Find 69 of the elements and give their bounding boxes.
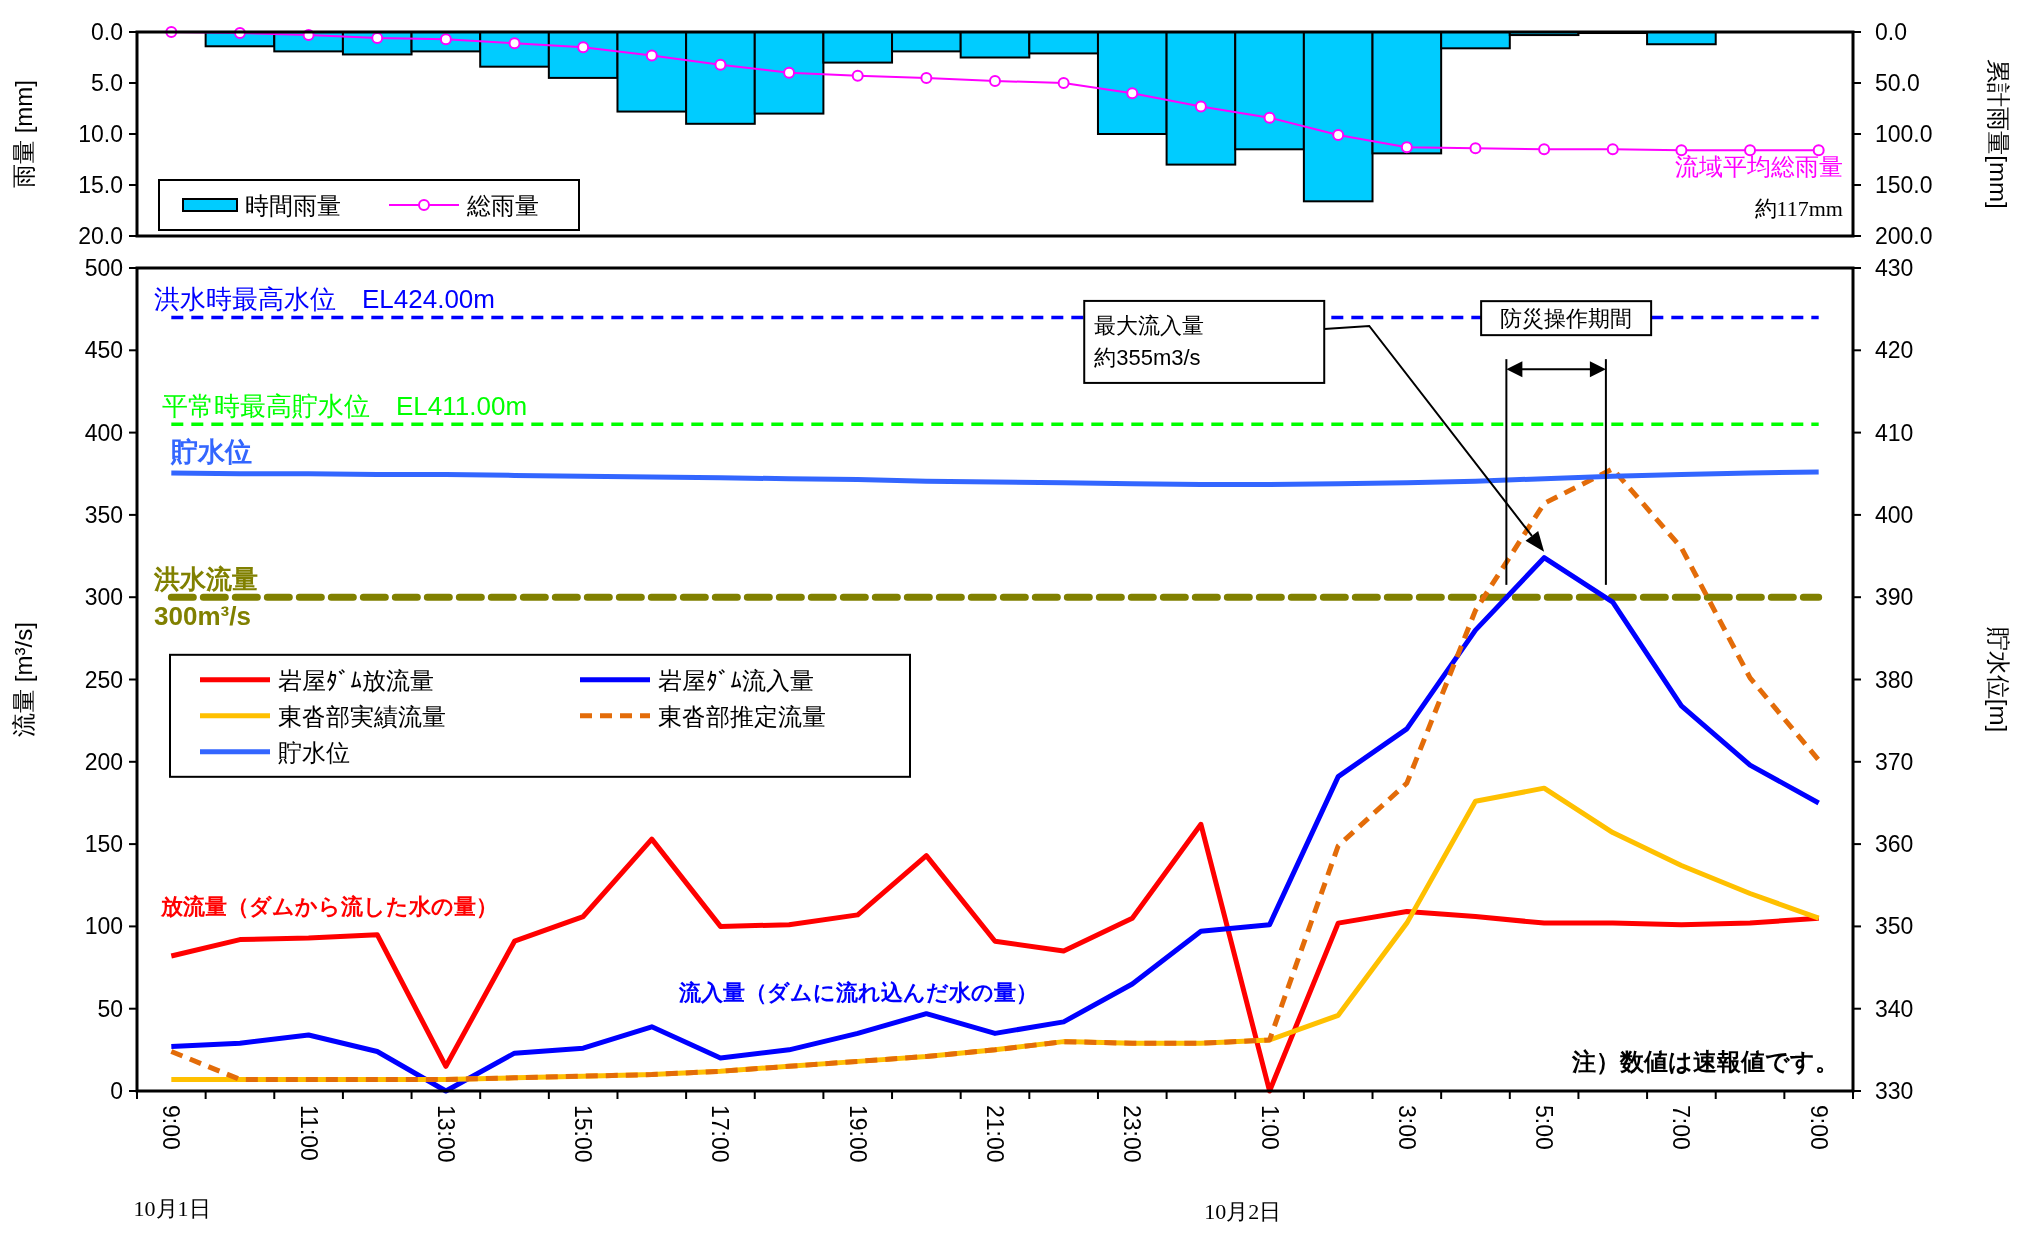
- legend-label: 東沓部実績流量: [278, 702, 446, 730]
- y2-tick-label: 360: [1875, 831, 1914, 858]
- x-tick-label: 13:00: [432, 1105, 459, 1163]
- x-tick-label: 7:00: [1668, 1105, 1695, 1150]
- x-tick-label: 9:00: [1805, 1105, 1832, 1150]
- annotation: 注）数値は速報値です。: [1571, 1048, 1840, 1076]
- legend-label: 貯水位: [278, 738, 350, 766]
- y2-tick-label: 370: [1875, 748, 1914, 775]
- y2-tick-label: 430: [1875, 255, 1914, 281]
- y-axis-title: 雨量 [mm]: [10, 80, 37, 188]
- y2-tick-label: 420: [1875, 337, 1914, 364]
- x-tick-label: 9:00: [158, 1105, 185, 1150]
- y2-tick-label: 400: [1875, 501, 1914, 528]
- annotation: 約117mm: [1754, 195, 1843, 221]
- y-tick-label: 400: [84, 419, 123, 446]
- y-tick-label: 100: [84, 913, 123, 940]
- y-tick-label: 50: [97, 995, 123, 1022]
- x-tick-label: 15:00: [570, 1105, 597, 1163]
- y-tick-label: 150: [84, 831, 123, 858]
- y2-tick-label: 100.0: [1875, 121, 1933, 147]
- y2-tick-label: 50.0: [1875, 70, 1920, 96]
- legend-label: 東沓部推定流量: [658, 702, 826, 730]
- ref-line-label: 洪水時最高水位 EL424.00m: [154, 284, 495, 315]
- y-tick-label: 250: [84, 666, 123, 693]
- y2-tick-label: 330: [1875, 1078, 1914, 1104]
- x-tick-label: 11:00: [295, 1105, 322, 1161]
- x-tick-label: 21:00: [982, 1105, 1008, 1163]
- x-tick-label: 1:00: [1256, 1105, 1283, 1150]
- y-tick-label: 0: [110, 1078, 123, 1104]
- y-tick-label: 200: [84, 748, 123, 775]
- y2-tick-label: 340: [1875, 995, 1914, 1022]
- y-tick-label: 15.0: [78, 172, 123, 198]
- y2-tick-label: 200.0: [1875, 223, 1933, 249]
- legend-label: 岩屋ﾀﾞﾑ放流量: [278, 666, 434, 694]
- annotation: 流入量（ダムに流れ込んだ水の量）: [678, 980, 1039, 1006]
- y-tick-label: 450: [84, 337, 123, 364]
- y2-tick-label: 0.0: [1875, 19, 1907, 45]
- x-tick-label: 3:00: [1393, 1105, 1420, 1150]
- y-tick-label: 300: [84, 584, 123, 611]
- y2-tick-label: 380: [1875, 666, 1914, 693]
- ref-line-label: 平常時最高貯水位 EL411.00m: [162, 391, 528, 422]
- legend-label: 時間雨量: [245, 192, 341, 219]
- y2-axis-title: 貯水位[m]: [1985, 626, 2012, 733]
- y-tick-label: 20.0: [78, 223, 123, 249]
- annotation: 貯水位: [170, 436, 253, 467]
- y-tick-label: 0.0: [91, 19, 123, 45]
- legend-label: 総雨量: [466, 192, 539, 219]
- y2-tick-label: 350: [1875, 913, 1914, 940]
- x-tick-label: 5:00: [1531, 1105, 1558, 1150]
- annotation: 流域平均総雨量: [1675, 152, 1843, 180]
- annotation: 放流量（ダムから流した水の量）: [160, 894, 499, 920]
- y-tick-label: 10.0: [78, 121, 123, 147]
- x-tick-label: 17:00: [707, 1105, 734, 1163]
- y2-axis-title: 累計雨量[mm]: [1985, 59, 2012, 209]
- y-tick-label: 350: [84, 501, 123, 528]
- y2-tick-label: 150.0: [1875, 172, 1933, 198]
- y2-tick-label: 390: [1875, 584, 1914, 611]
- y-axis-title: 流量 [m³/s]: [10, 622, 37, 737]
- legend-label: 岩屋ﾀﾞﾑ流入量: [658, 666, 814, 694]
- y2-tick-label: 410: [1875, 419, 1914, 446]
- annotation: 最大流入量約355m3/s: [1094, 312, 1205, 370]
- text: 10月1日: [133, 1196, 211, 1221]
- y-tick-label: 500: [84, 255, 123, 281]
- annotation: 防災操作期間: [1500, 306, 1633, 332]
- y-tick-label: 5.0: [91, 70, 123, 96]
- x-tick-label: 23:00: [1119, 1105, 1146, 1163]
- text: 10月2日: [1204, 1199, 1282, 1224]
- ref-line-label: 洪水流量 300m³/s: [153, 564, 258, 632]
- x-tick-label: 19:00: [844, 1105, 871, 1163]
